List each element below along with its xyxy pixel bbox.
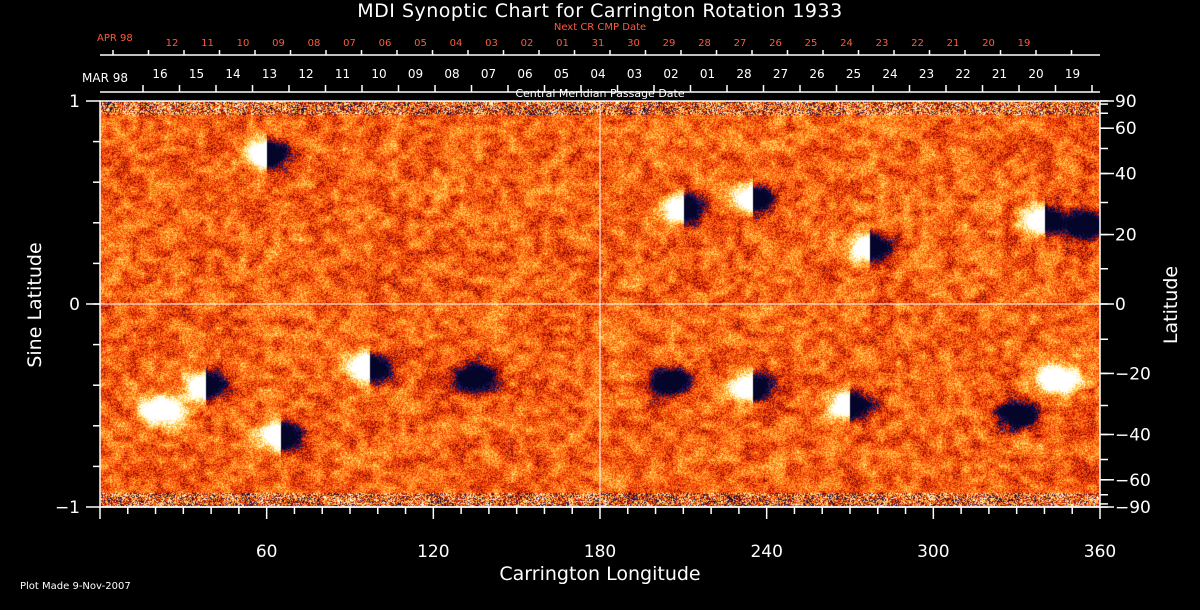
cmp-day-label: 27	[773, 67, 788, 81]
cmp-day-label: 08	[444, 67, 459, 81]
y-left-tick-label: 1	[69, 92, 80, 112]
cmp-day-label: 21	[992, 67, 1007, 81]
x-tick-label: 240	[750, 542, 782, 562]
next-cmp-day-label: 19	[1018, 38, 1031, 49]
cmp-day-label: 26	[809, 67, 824, 81]
cmp-day-label: 16	[152, 67, 167, 81]
next-cmp-day-label: 02	[521, 38, 534, 49]
next-cmp-day-label: 09	[272, 38, 285, 49]
chart-title: MDI Synoptic Chart for Carrington Rotati…	[357, 0, 843, 22]
next-cmp-day-label: 05	[414, 38, 427, 49]
y-right-tick-label: 60	[1115, 119, 1137, 139]
next-cmp-day-label: 03	[485, 38, 498, 49]
next-cmp-day-label: 23	[876, 38, 889, 49]
next-cmp-day-label: 26	[769, 38, 782, 49]
cmp-day-label: 28	[736, 67, 751, 81]
cmp-day-label: 04	[590, 67, 605, 81]
next-cmp-day-label: 12	[166, 38, 179, 49]
cmp-day-label: 19	[1065, 67, 1080, 81]
next-cmp-day-label: 22	[911, 38, 924, 49]
next-cmp-day-label: 31	[592, 38, 605, 49]
cmp-day-label: 03	[627, 67, 642, 81]
cmp-day-label: 12	[298, 67, 313, 81]
y-right-tick-label: 0	[1115, 295, 1126, 315]
cmp-day-label: 11	[335, 67, 350, 81]
y-right-tick-label: −60	[1115, 471, 1151, 491]
x-tick-label: 360	[1084, 542, 1116, 562]
next-cmp-caption: Next CR CMP Date	[553, 22, 647, 33]
cmp-day-label: 13	[262, 67, 277, 81]
cmp-caption: Central Meridian Passage Date	[515, 87, 685, 100]
x-tick-label: 180	[584, 542, 616, 562]
y-right-tick-label: −90	[1115, 498, 1151, 518]
next-cmp-day-label: 06	[379, 38, 392, 49]
y-right-tick-label: 40	[1115, 165, 1137, 185]
cmp-day-label: 14	[225, 67, 240, 81]
next-cmp-day-label: 21	[947, 38, 960, 49]
cmp-day-label: 22	[955, 67, 970, 81]
cmp-day-label: 15	[189, 67, 204, 81]
cmp-day-label: 23	[919, 67, 934, 81]
cmp-day-label: 24	[882, 67, 897, 81]
cmp-day-label: 10	[371, 67, 386, 81]
x-tick-label: 60	[256, 542, 278, 562]
next-cmp-day-label: 10	[237, 38, 250, 49]
cmp-day-label: 06	[517, 67, 532, 81]
next-cmp-day-label: 28	[698, 38, 711, 49]
next-cmp-day-label: 27	[734, 38, 747, 49]
plot-made-note: Plot Made 9-Nov-2007	[20, 581, 131, 592]
cmp-day-label: 01	[700, 67, 715, 81]
cmp-day-label: 20	[1028, 67, 1043, 81]
y-right-tick-label: −20	[1115, 364, 1151, 384]
next-cmp-day-label: 20	[982, 38, 995, 49]
y-left-tick-label: −1	[55, 498, 80, 518]
y-right-tick-label: 20	[1115, 226, 1137, 246]
next-cmp-day-label: 24	[840, 38, 853, 49]
cmp-day-label: 09	[408, 67, 423, 81]
y-axis-label-right: Latitude	[1160, 265, 1182, 345]
x-tick-label: 300	[917, 542, 949, 562]
next-month-label: APR 98	[97, 33, 133, 44]
y-axis-label-left: Sine Latitude	[24, 242, 46, 368]
next-cmp-day-label: 04	[450, 38, 463, 49]
y-right-tick-label: 90	[1115, 92, 1137, 112]
next-cmp-day-label: 11	[201, 38, 214, 49]
x-axis-label: Carrington Longitude	[499, 563, 701, 585]
y-left-tick-label: 0	[69, 295, 80, 315]
cmp-day-label: 02	[663, 67, 678, 81]
y-right-tick-label: −40	[1115, 425, 1151, 445]
next-cmp-day-label: 25	[805, 38, 818, 49]
cmp-day-label: 05	[554, 67, 569, 81]
cmp-day-label: 07	[481, 67, 496, 81]
next-cmp-day-label: 01	[556, 38, 569, 49]
cmp-day-label: 25	[846, 67, 861, 81]
next-cmp-day-label: 30	[627, 38, 640, 49]
x-tick-label: 120	[417, 542, 449, 562]
cmp-month-label: MAR 98	[82, 71, 128, 85]
next-cmp-day-label: 08	[308, 38, 321, 49]
next-cmp-day-label: 07	[343, 38, 356, 49]
next-cmp-day-label: 29	[663, 38, 676, 49]
